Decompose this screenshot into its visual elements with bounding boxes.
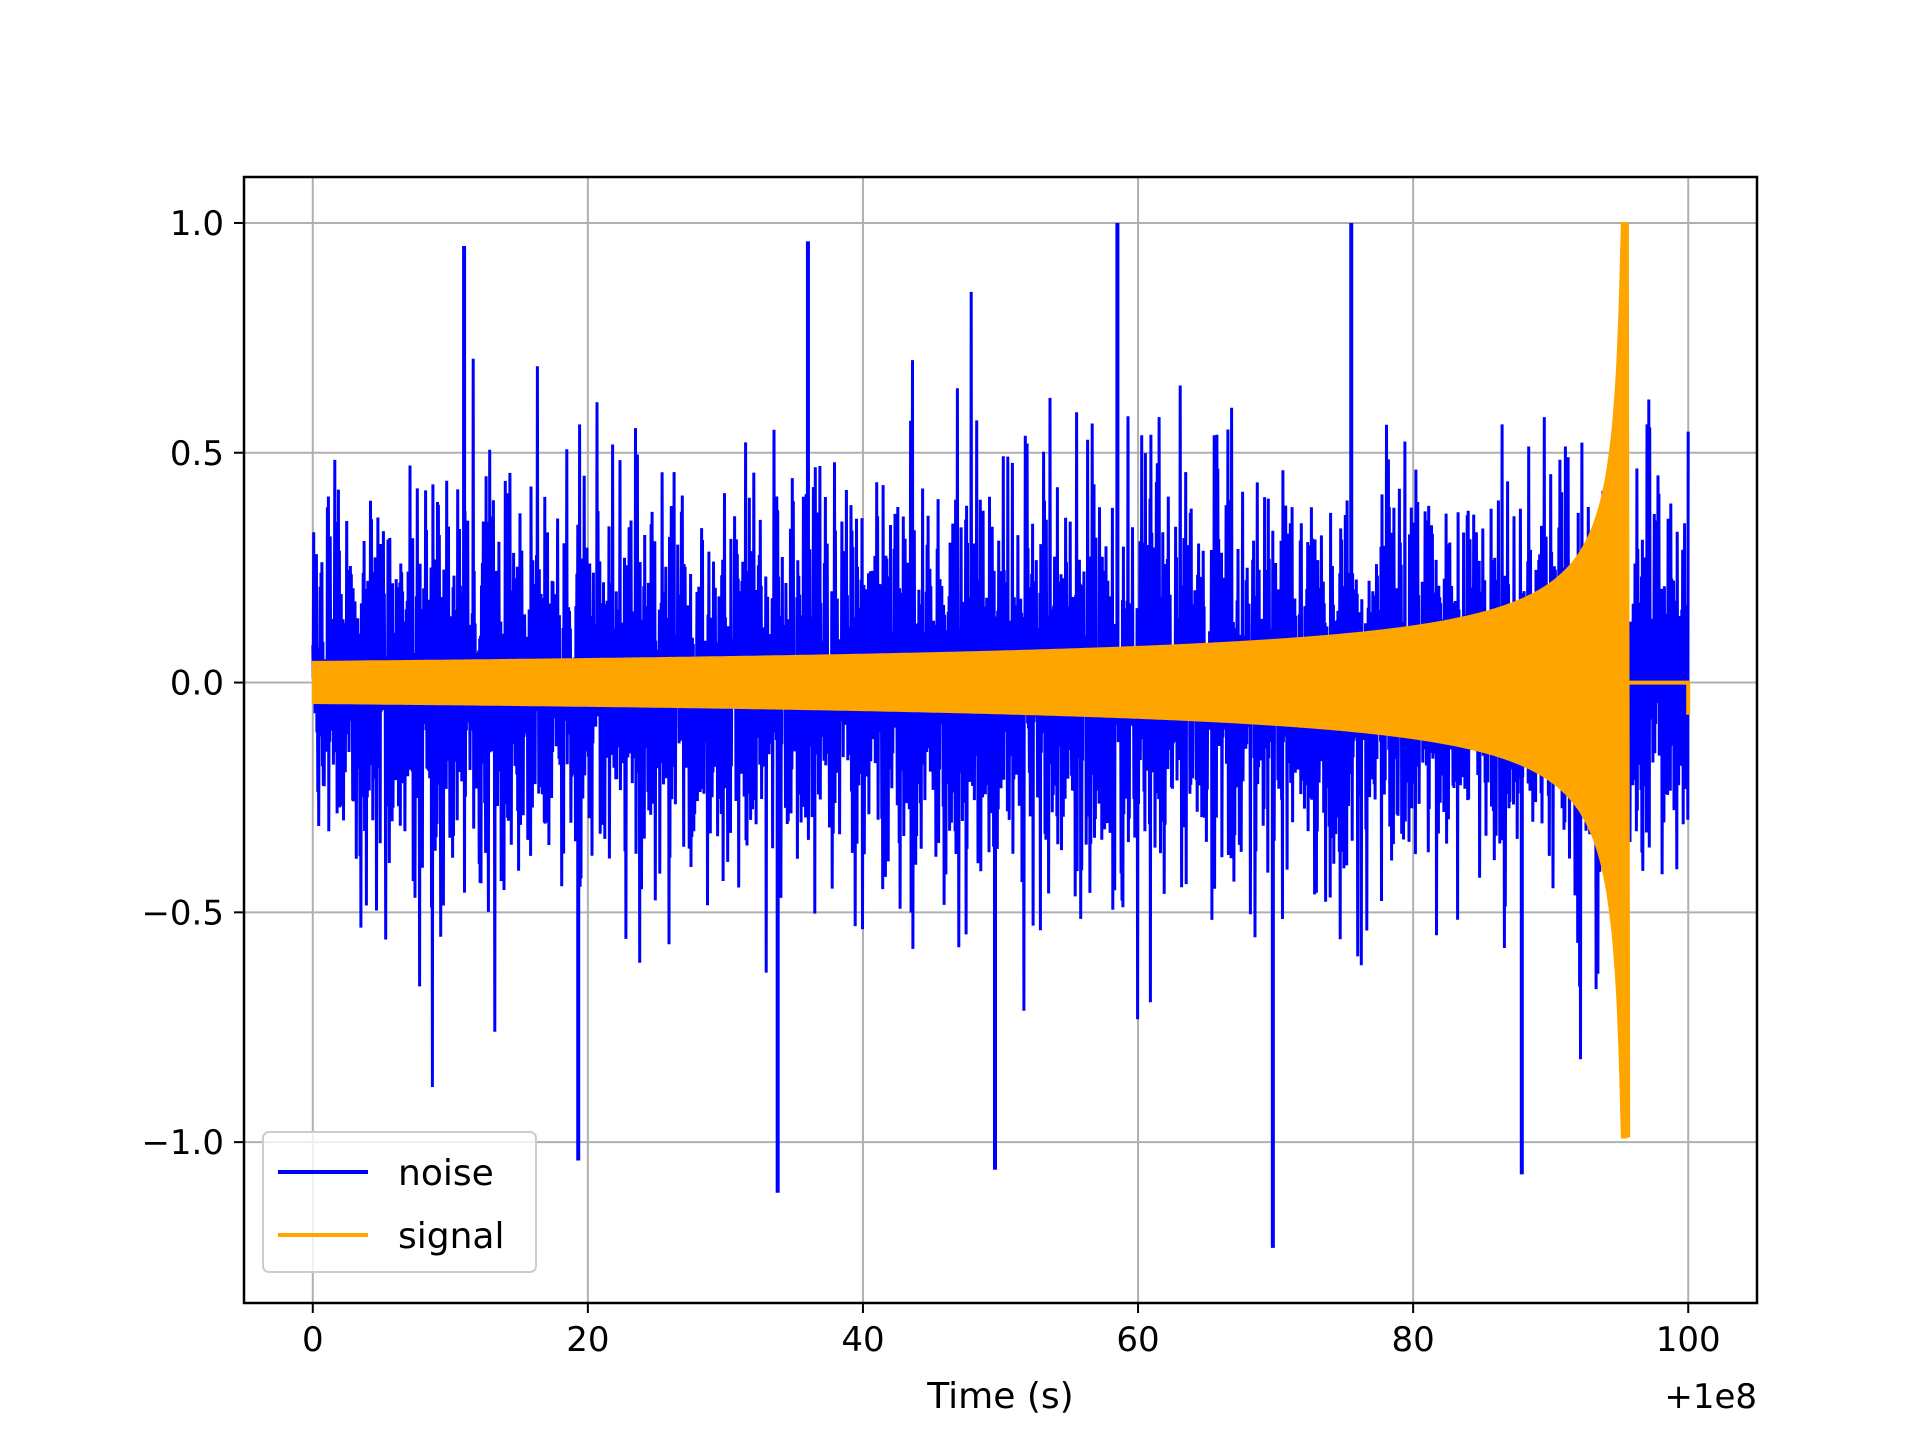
y-tick-label-1: −0.5 [141,893,224,933]
x-tick-label-0: 0 [302,1320,324,1360]
y-tick-label-0: −1.0 [141,1123,224,1163]
x-tick-label-1: 20 [566,1320,609,1360]
axes-frame [242,175,1759,1305]
x-tick-label-5: 100 [1656,1320,1721,1360]
y-tick-label-3: 0.5 [170,434,224,474]
series-envelope-signal [311,222,1628,1139]
series-line-signal [1627,680,1691,715]
x-offset-label: +1e8 [1664,1377,1757,1417]
x-tick-label-2: 40 [841,1320,884,1360]
ticks: 0 20 40 60 80 100 −1.0 −0.5 0.0 0.5 1.0 [141,204,1720,1360]
y-tick-label-4: 1.0 [170,204,224,244]
y-tick-label-2: 0.0 [170,664,224,704]
signal-trough-spike [1623,222,1631,1138]
legend: noise signal [262,1131,537,1273]
x-tick-label-4: 80 [1392,1320,1435,1360]
x-tick-label-3: 60 [1116,1320,1159,1360]
legend-label-signal: signal [398,1216,505,1257]
x-axis-label: Time (s) [926,1376,1073,1417]
legend-label-noise: noise [398,1153,494,1194]
plot-series [311,222,1691,1248]
